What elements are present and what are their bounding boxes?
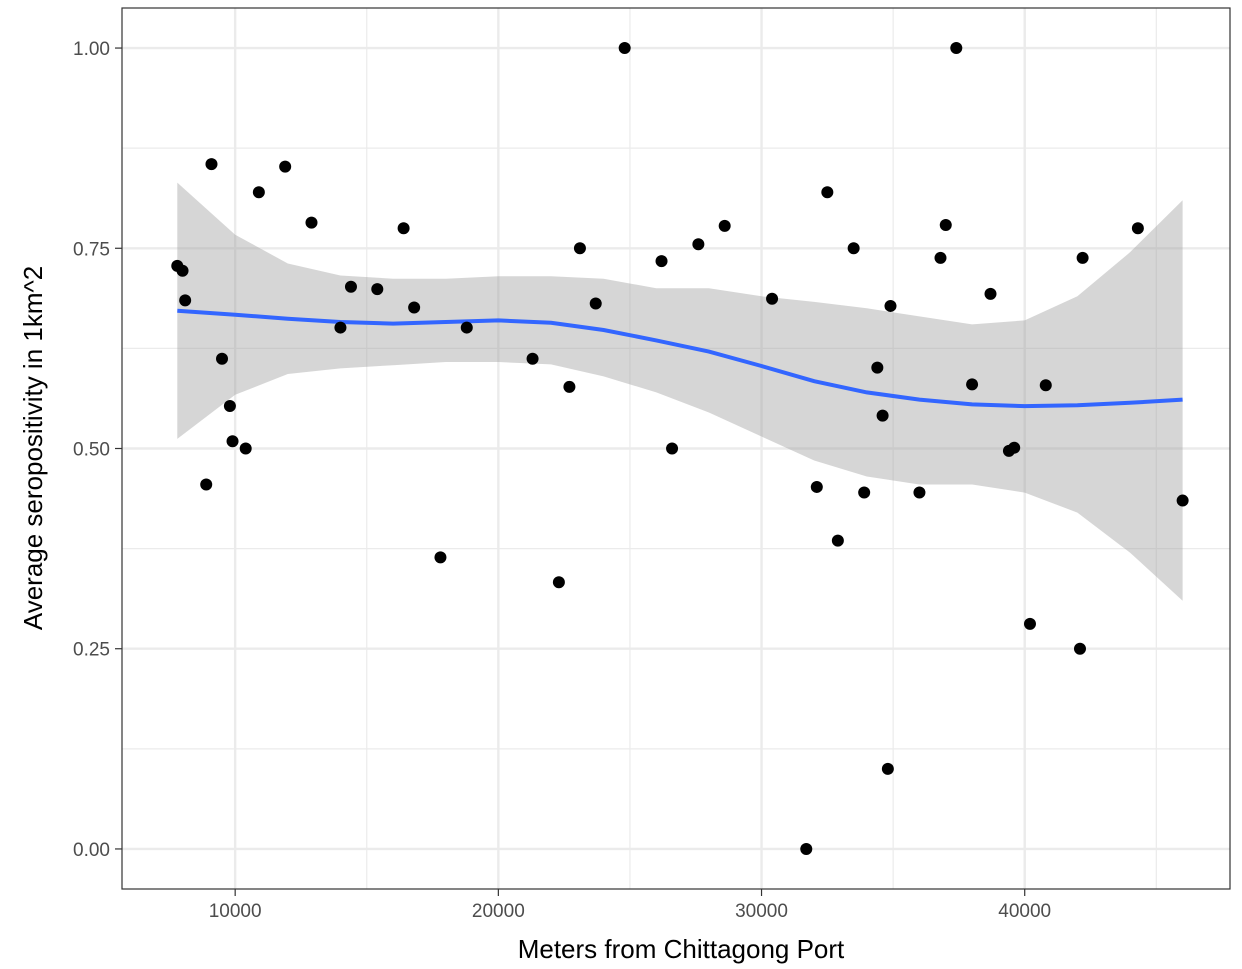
x-axis: 10000 20000 30000 40000 — [209, 889, 1051, 922]
data-point — [810, 480, 823, 493]
data-point — [397, 222, 410, 235]
y-tick-label: 0.75 — [73, 239, 110, 260]
data-point — [666, 442, 679, 455]
x-axis-title: Meters from Chittagong Port — [518, 934, 845, 964]
data-point — [655, 255, 668, 268]
data-points — [171, 42, 1189, 855]
data-point — [573, 242, 586, 255]
data-point — [939, 219, 952, 232]
y-axis-title: Average seropositivity in 1km^2 — [18, 266, 48, 630]
data-point — [1008, 441, 1021, 454]
y-tick-label: 0.00 — [73, 840, 110, 861]
data-point — [618, 42, 631, 55]
data-point — [223, 400, 236, 413]
data-point — [934, 251, 947, 264]
y-tick-label: 0.25 — [73, 640, 110, 661]
data-point — [334, 321, 347, 334]
data-point — [821, 186, 834, 199]
data-point — [1131, 222, 1144, 235]
data-point — [216, 352, 229, 365]
data-point — [226, 435, 239, 448]
data-point — [200, 478, 213, 491]
data-point — [526, 352, 539, 365]
data-point — [176, 264, 189, 277]
data-point — [884, 299, 897, 312]
data-point — [800, 842, 813, 855]
data-point — [871, 361, 884, 374]
y-axis: 0.00 0.25 0.50 0.75 1.00 — [73, 39, 122, 861]
data-point — [876, 409, 889, 422]
data-point — [1039, 379, 1052, 392]
data-point — [858, 486, 871, 499]
data-point — [831, 534, 844, 547]
x-tick-label: 20000 — [472, 901, 525, 922]
data-point — [239, 442, 252, 455]
data-point — [950, 42, 963, 55]
y-tick-label: 0.50 — [73, 440, 110, 461]
data-point — [966, 378, 979, 391]
data-point — [847, 242, 860, 255]
data-point — [718, 219, 731, 232]
data-point — [408, 301, 421, 314]
data-point — [984, 287, 997, 300]
data-point — [552, 576, 565, 589]
data-point — [279, 160, 292, 173]
data-point — [589, 297, 602, 310]
data-point — [252, 186, 265, 199]
x-tick-label: 10000 — [209, 901, 262, 922]
data-point — [305, 216, 318, 229]
y-tick-label: 1.00 — [73, 39, 110, 60]
data-point — [1076, 251, 1089, 264]
x-tick-label: 40000 — [998, 901, 1051, 922]
data-point — [1176, 494, 1189, 507]
data-point — [881, 762, 894, 775]
data-point — [1073, 642, 1086, 655]
x-tick-label: 30000 — [735, 901, 788, 922]
confidence-band — [177, 182, 1183, 601]
data-point — [205, 158, 218, 171]
data-point — [913, 486, 926, 499]
data-point — [692, 238, 705, 251]
data-point — [344, 280, 357, 293]
data-point — [460, 321, 473, 334]
data-point — [563, 380, 576, 393]
data-point — [179, 294, 192, 307]
data-point — [371, 283, 384, 296]
data-point — [1023, 617, 1036, 630]
data-point — [766, 292, 779, 305]
data-point — [434, 551, 447, 564]
loess-smooth-line — [177, 308, 1183, 409]
